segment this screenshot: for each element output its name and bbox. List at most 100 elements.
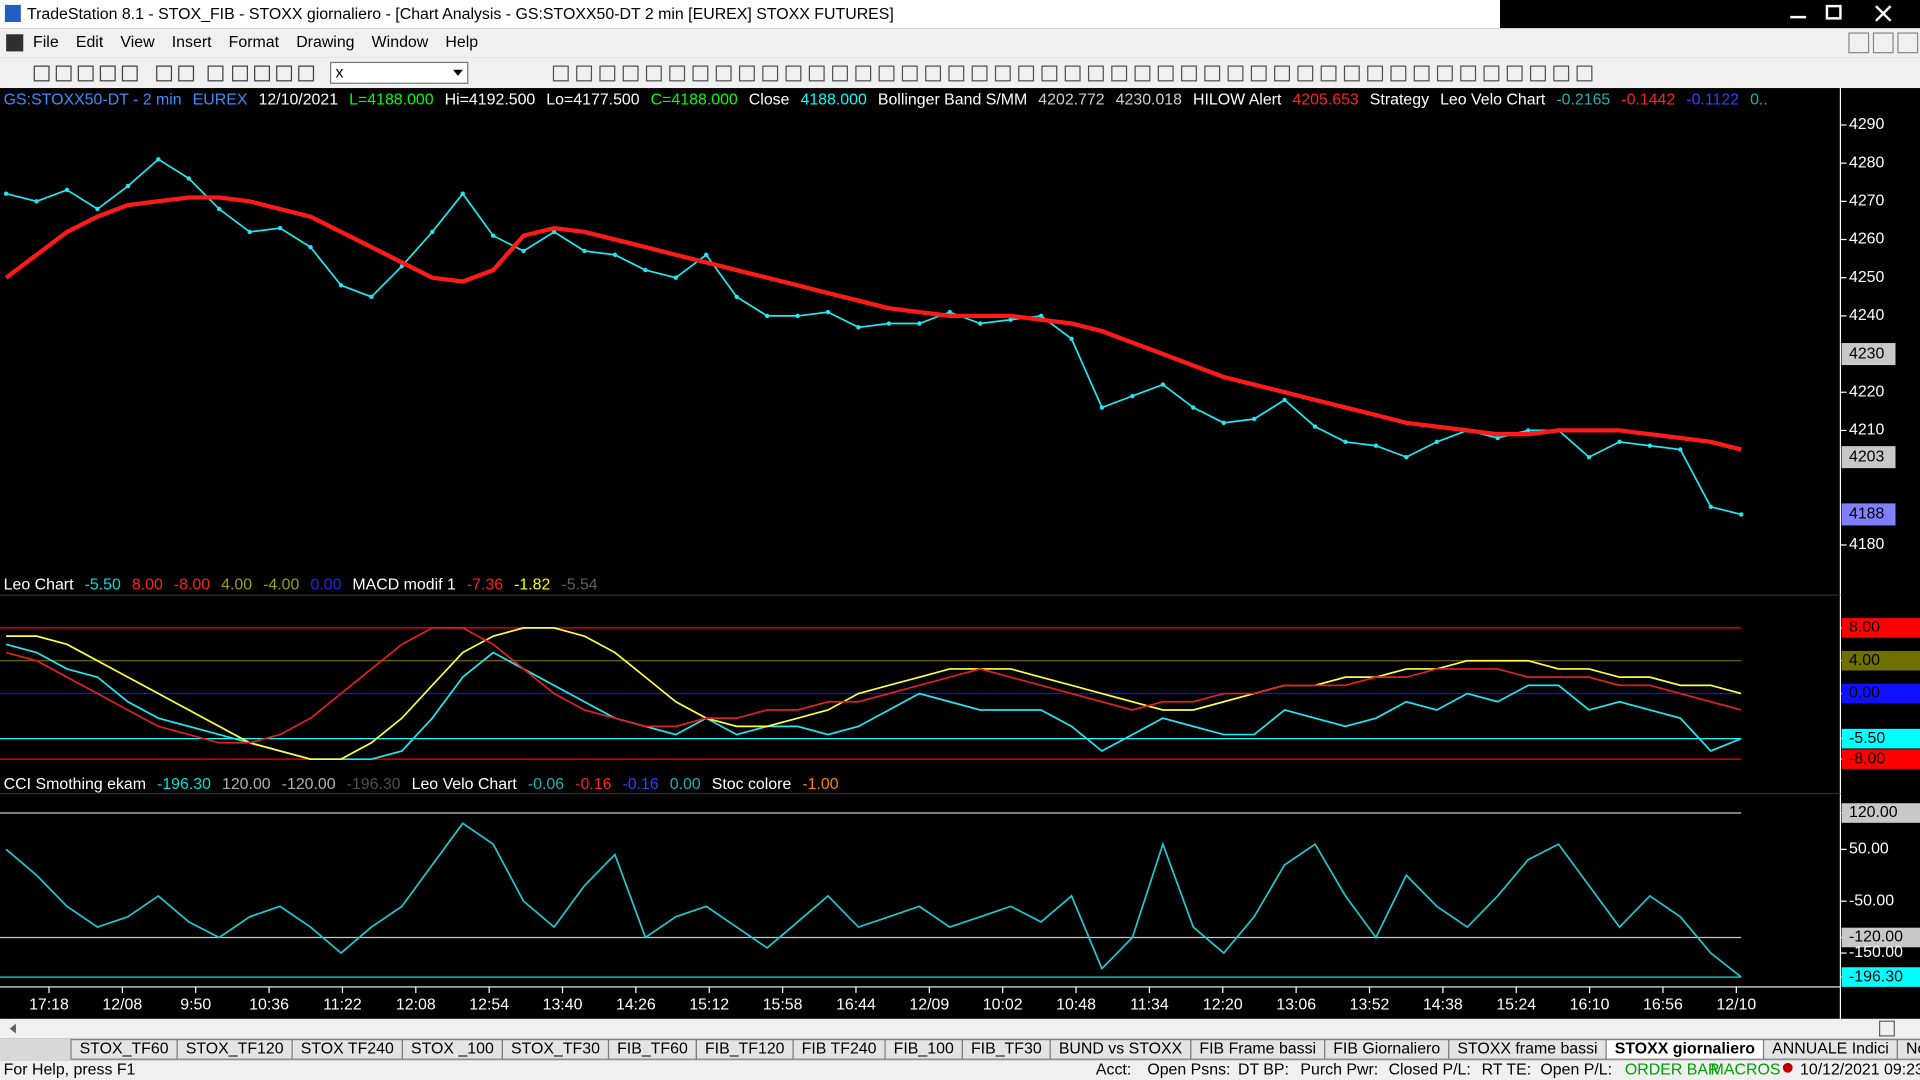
tool-icon[interactable] [925, 65, 942, 82]
tool-icon[interactable] [1320, 65, 1337, 82]
menu-item[interactable]: View [120, 34, 155, 51]
menu-item[interactable]: Insert [172, 34, 212, 51]
menu-item[interactable]: File [33, 34, 59, 51]
tool-icon[interactable] [1064, 65, 1081, 82]
tool-icon[interactable] [1390, 65, 1407, 82]
order-bar[interactable]: ORDER BAR [1625, 1061, 1720, 1078]
tool-icon[interactable] [948, 65, 965, 82]
tab-label[interactable]: FIB TF240 [802, 1041, 877, 1058]
tool-icon[interactable] [715, 65, 732, 82]
menu-item[interactable]: Window [372, 34, 429, 51]
tool-icon[interactable] [855, 65, 872, 82]
tool-icon[interactable] [99, 65, 116, 82]
tool-icon[interactable] [1530, 65, 1546, 82]
mdi-restore[interactable] [1872, 32, 1894, 54]
tool-icon[interactable] [669, 65, 686, 82]
mdi-controls[interactable] [1848, 32, 1919, 54]
tool-icon[interactable] [576, 65, 593, 82]
tab-label[interactable]: STOX_TF30 [511, 1041, 600, 1058]
tab-label[interactable]: FIB Frame bassi [1199, 1041, 1316, 1058]
macros[interactable]: MACROS [1711, 1061, 1781, 1078]
maximize[interactable] [1825, 4, 1842, 20]
tab-label[interactable]: FIB_TF30 [971, 1041, 1042, 1058]
scroll-left[interactable] [9, 1023, 16, 1034]
tab-label[interactable]: FIB_TF120 [705, 1041, 785, 1058]
price-dot [186, 176, 191, 181]
tab-label[interactable]: BUND vs STOXX [1059, 1041, 1183, 1058]
price-dot [1099, 405, 1105, 410]
mdi-min[interactable] [1848, 32, 1870, 54]
tool-icon[interactable] [692, 65, 709, 82]
tool-icon[interactable] [1204, 65, 1221, 82]
tool-icon[interactable] [1181, 65, 1197, 82]
tab-label[interactable]: STOXX frame bassi [1457, 1041, 1597, 1058]
tool-icon[interactable] [1041, 65, 1058, 82]
tool-icon[interactable] [1274, 65, 1290, 82]
menu-item[interactable]: Edit [76, 34, 104, 51]
tool-icon[interactable] [1343, 65, 1360, 82]
tab-label[interactable]: STOX _100 [411, 1041, 494, 1058]
tool-icon[interactable] [808, 65, 825, 82]
tab-label[interactable]: ANNUALE Indici [1772, 1041, 1889, 1058]
series-line [5, 627, 1742, 744]
tool-icon[interactable] [178, 65, 195, 82]
symbol-combo[interactable] [330, 61, 469, 84]
tab-label[interactable]: STOX TF240 [301, 1041, 394, 1058]
tool-icon[interactable] [1460, 65, 1477, 82]
tab-label[interactable]: STOX_TF60 [80, 1041, 169, 1058]
tool-icon[interactable] [622, 65, 639, 82]
close[interactable] [1875, 5, 1892, 22]
tool-icon[interactable] [207, 65, 224, 82]
tool-icon[interactable] [276, 65, 293, 82]
tool-icon[interactable] [1250, 65, 1267, 82]
tool-icon[interactable] [599, 65, 616, 82]
tool-icon[interactable] [832, 65, 848, 82]
tool-icon[interactable] [156, 65, 173, 82]
tab[interactable] [1896, 1038, 1920, 1060]
menu-item[interactable]: Help [445, 34, 478, 51]
window-controls[interactable] [1790, 4, 1892, 22]
tool-icon[interactable] [121, 65, 138, 82]
tool-icon[interactable] [33, 65, 50, 82]
tool-icon[interactable] [1553, 65, 1570, 82]
tool-icon[interactable] [298, 65, 315, 82]
tool-icon[interactable] [1436, 65, 1453, 82]
tool-icon[interactable] [1157, 65, 1174, 82]
tool-icon[interactable] [55, 65, 72, 82]
tab-label[interactable]: FIB_100 [894, 1041, 954, 1058]
menu-item[interactable]: Format [229, 34, 280, 51]
axis-box [1841, 749, 1920, 769]
tab-label[interactable]: STOXX giornaliero [1615, 1041, 1756, 1058]
tool-icon[interactable] [994, 65, 1011, 82]
tool-icon[interactable] [1413, 65, 1430, 82]
tool-icon[interactable] [645, 65, 662, 82]
tool-icon[interactable] [971, 65, 988, 82]
tool-icon[interactable] [77, 65, 94, 82]
tool-icon[interactable] [1483, 65, 1500, 82]
tool-icon[interactable] [1134, 65, 1151, 82]
mdi-close[interactable] [1897, 32, 1919, 54]
tool-icon[interactable] [1367, 65, 1384, 82]
tool-icon[interactable] [738, 65, 755, 82]
tool-icon[interactable] [552, 65, 569, 82]
tool-icon[interactable] [1297, 65, 1314, 82]
tool-icon[interactable] [901, 65, 918, 82]
tool-icon[interactable] [1018, 65, 1035, 82]
tool-icon[interactable] [878, 65, 895, 82]
menu-item[interactable]: Drawing [296, 34, 354, 51]
tool-icon[interactable] [1087, 65, 1104, 82]
tool-icon[interactable] [1506, 65, 1523, 82]
tab-label[interactable]: No PREZZI [1906, 1041, 1920, 1058]
tool-icon[interactable] [1111, 65, 1128, 82]
tab-label[interactable]: STOX_TF120 [186, 1041, 284, 1058]
tool-icon[interactable] [1576, 65, 1593, 82]
tool-icon[interactable] [254, 65, 270, 82]
tab-label[interactable]: FIB_TF60 [617, 1041, 688, 1058]
scroll-thumb[interactable] [1878, 1020, 1895, 1037]
tool-icon[interactable] [762, 65, 779, 82]
tab-label[interactable]: FIB Giornaliero [1333, 1041, 1440, 1058]
tool-icon[interactable] [785, 65, 802, 82]
tool-icon[interactable] [1227, 65, 1244, 82]
scroll-bar[interactable] [0, 1018, 1920, 1039]
tool-icon[interactable] [232, 65, 248, 82]
